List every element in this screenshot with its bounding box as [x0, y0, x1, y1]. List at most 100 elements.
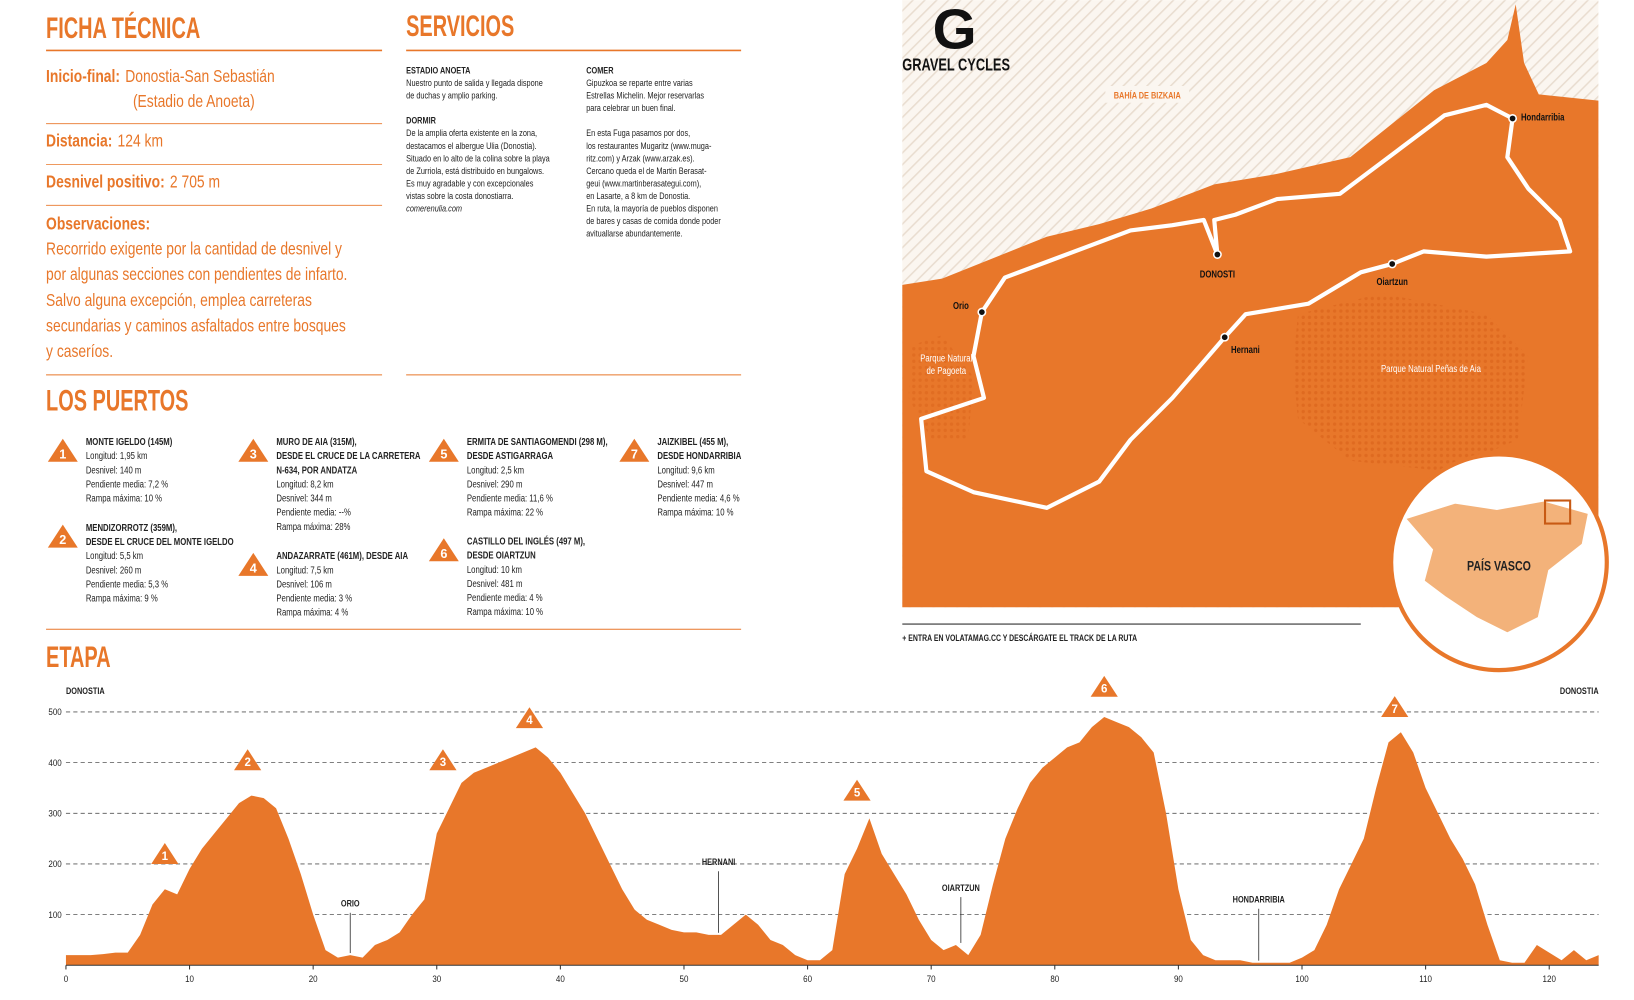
climb-detail: Rampa máxima: 10 % [467, 606, 543, 617]
place-label: HERNANI [702, 856, 735, 867]
climb-marker-shape [1381, 696, 1409, 718]
climb-detail: Pendiente media: 11,6 % [467, 493, 553, 504]
observation-line: Salvo alguna excepción, emplea carretera… [46, 291, 312, 310]
climb-marker-shape [151, 843, 179, 864]
x-tick-label: 70 [927, 974, 936, 985]
climb-detail: Pendiente media: --% [276, 507, 351, 518]
climb-icon [619, 438, 650, 462]
x-tick-label: 100 [1295, 974, 1309, 985]
climb-marker-number: 6 [1101, 684, 1107, 696]
climb-name: ANDAZARRATE (461M), DESDE AIA [276, 550, 408, 561]
climb-detail: Pendiente media: 7,2 % [86, 479, 168, 490]
map-footnote: + ENTRA EN VOLATAMAG.CC Y DESCÁRGATE EL … [902, 633, 1137, 643]
climb-icon-number: 7 [631, 447, 638, 461]
climb-icon [47, 438, 78, 462]
place-label: ORIO [341, 898, 360, 909]
town-dot [1508, 114, 1518, 123]
climb-detail: Rampa máxima: 28% [276, 521, 350, 532]
service-heading: COMER [586, 65, 613, 76]
y-tick-label: 300 [48, 808, 62, 819]
climb-marker-number: 4 [526, 715, 533, 727]
climb-detail: Longitud: 1,95 km [86, 450, 148, 461]
climb-icon [428, 538, 459, 562]
climb-detail: Longitud: 5,5 km [86, 550, 143, 561]
climb-name: DESDE EL CRUCE DE LA CARRETERA [276, 450, 421, 461]
sea-label: BAHÍA DE BIZKAIA [1114, 90, 1181, 101]
sea-label-bg [1105, 86, 1190, 103]
service-line: para celebrar un buen final. [586, 102, 675, 113]
climb-name: CASTILLO DEL INGLÉS (497 M), [467, 536, 585, 547]
climb-marker: 3 [429, 749, 457, 771]
climb-icon-number: 5 [440, 447, 447, 461]
park-area [908, 335, 974, 440]
service-line: de duchas y amplio parking. [406, 90, 497, 101]
x-tick-label: 90 [1174, 974, 1183, 985]
service-line: Gipuzkoa se reparte entre varias [586, 77, 692, 88]
service-heading: ESTADIO ANOETA [406, 65, 470, 76]
climb-detail: Rampa máxima: 4 % [276, 607, 348, 618]
climb-marker-shape [515, 707, 544, 729]
climb-detail: Longitud: 7,5 km [276, 564, 333, 575]
section-title: FICHA TÉCNICA [46, 11, 200, 45]
climb-marker: 1 [151, 843, 179, 864]
climb-detail: Pendiente media: 4,6 % [657, 493, 739, 504]
observation-line: Recorrido exigente por la cantidad de de… [46, 240, 342, 259]
map [902, 0, 1609, 673]
place-label: DONOSTIA [66, 685, 105, 696]
climb-detail: Rampa máxima: 9 % [86, 593, 158, 604]
x-tick-label: 60 [803, 974, 812, 985]
climb-detail: Desnivel: 447 m [657, 479, 713, 490]
town-label: Hondarribia [1521, 112, 1565, 123]
x-tick-label: 110 [1419, 974, 1432, 985]
y-tick-label: 100 [48, 909, 62, 920]
elevation-area [65, 717, 1599, 966]
field-value: 124 km [118, 132, 163, 151]
climb-detail: Desnivel: 290 m [467, 479, 523, 490]
town-dot [977, 307, 987, 317]
climb-detail: Longitud: 10 km [467, 564, 522, 575]
climb-name: MONTE IGELDO (145M) [86, 436, 173, 447]
brand-name: GRAVEL CYCLES [902, 55, 1010, 75]
climb-marker-number: 2 [244, 757, 250, 769]
climb-icon [238, 552, 269, 576]
service-line: En esta Fuga pasamos por dos, [586, 127, 690, 138]
service-line: destacamos el albergue Ulia (Donostia). [406, 140, 537, 151]
x-tick-label: 120 [1543, 974, 1557, 985]
climb-detail: Pendiente media: 3 % [276, 593, 352, 604]
climb-marker: 7 [1381, 696, 1409, 718]
climb-marker-shape [843, 779, 871, 801]
town-dot [1212, 250, 1222, 259]
climb-icon-number: 3 [250, 447, 257, 461]
x-tick-label: 30 [432, 974, 441, 985]
town-label: Hernani [1231, 344, 1260, 355]
climb-marker: 2 [234, 749, 262, 771]
observation-line: y caseríos. [46, 343, 113, 362]
field-label: Observaciones: [46, 215, 150, 234]
service-line: Estrellas Michelin. Mejor reservarlas [586, 90, 704, 101]
x-tick-label: 80 [1050, 974, 1059, 985]
y-tick-label: 500 [48, 707, 62, 718]
climb-marker-number: 1 [162, 851, 169, 863]
park-label: Parque Natural [920, 352, 972, 363]
park-area [1292, 293, 1529, 472]
climb-name: DESDE HONDARRIBIA [657, 450, 741, 461]
climb-detail: Rampa máxima: 10 % [86, 493, 162, 504]
climb-detail: Longitud: 8,2 km [276, 479, 333, 490]
service-line: avituallarse abundantemente. [586, 228, 682, 239]
climb-name: DESDE OIARTZUN [467, 550, 536, 561]
town-dot [1220, 332, 1230, 342]
climb-name: MENDIZORROTZ (359M), [86, 522, 177, 533]
field-value: 2 705 m [170, 173, 220, 192]
place-label: OIARTZUN [942, 882, 980, 893]
climb-detail: Longitud: 9,6 km [657, 464, 714, 475]
climb-detail: Desnivel: 260 m [86, 564, 142, 575]
service-line: los restaurantes Mugaritz (www.muga- [586, 140, 711, 151]
observation-line: por algunas secciones con pendientes de … [46, 266, 347, 285]
y-tick-label: 200 [48, 859, 62, 870]
climb-marker-shape [234, 749, 262, 771]
x-tick-label: 50 [680, 974, 689, 985]
climb-name: N-634, POR ANDATZA [276, 464, 357, 475]
field-label: Desnivel positivo: [46, 173, 165, 192]
